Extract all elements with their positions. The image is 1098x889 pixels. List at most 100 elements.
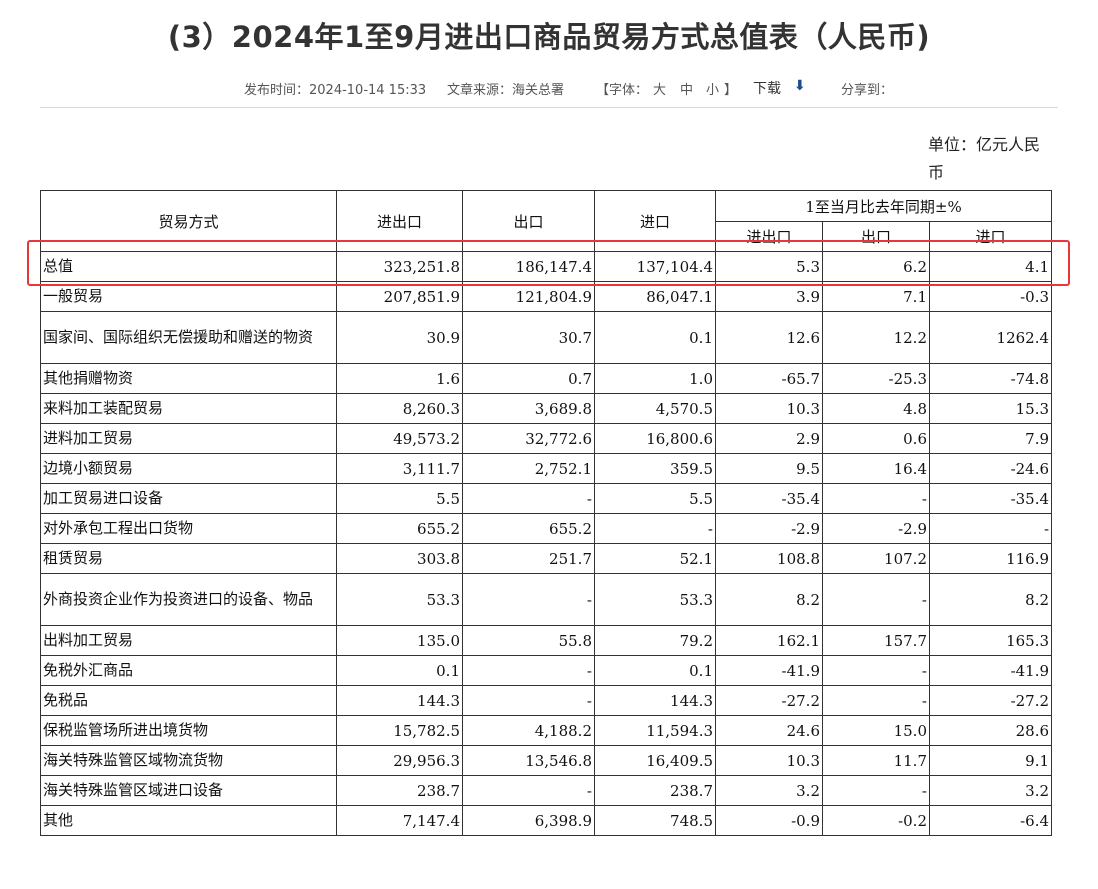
trade-mode-cell: 对外承包工程出口货物	[40, 513, 337, 544]
total-cell: 53.3	[336, 573, 463, 626]
table-row: 进料加工贸易 49,573.2 32,772.6 16,800.6 2.9 0.6 7.9	[40, 423, 1053, 454]
export-cell: 13,546.8	[462, 745, 595, 776]
yoy-total-cell: 9.5	[715, 453, 823, 484]
yoy-export-cell: 157.7	[822, 625, 930, 656]
trade-mode-cell: 来料加工装配贸易	[40, 393, 337, 424]
table-row: 保税监管场所进出境货物 15,782.5 4,188.2 11,594.3 24.6 15…	[40, 715, 1053, 746]
total-cell: 7,147.4	[336, 805, 463, 836]
yoy-import-cell: -6.4	[928, 805, 1053, 836]
yoy-total-cell: 3.9	[715, 281, 823, 312]
trade-mode-cell: 外商投资企业作为投资进口的设备、物品	[40, 573, 337, 626]
article-meta: 发布时间：2024-10-14 15:33 文章来源：海关总署 【字体： 大 中…	[0, 78, 1098, 99]
yoy-total-cell: 2.9	[715, 423, 823, 454]
yoy-total-cell: 24.6	[715, 715, 823, 746]
export-cell: 55.8	[462, 625, 595, 656]
import-cell: 11,594.3	[594, 715, 716, 746]
font-size-medium-link[interactable]: 中	[680, 83, 694, 98]
total-cell: 655.2	[336, 513, 463, 544]
publish-time: 发布时间：2024-10-14 15:33	[244, 83, 427, 98]
table-row: 外商投资企业作为投资进口的设备、物品 53.3-53.3 8.2-8.2	[40, 573, 1053, 626]
yoy-export-cell: 6.2	[822, 251, 930, 282]
table-row: 总值 323,251.8 186,147.4 137,104.4 5.3 6.2 4.1	[40, 251, 1053, 282]
yoy-total-cell: -27.2	[715, 685, 823, 716]
total-cell: 135.0	[336, 625, 463, 656]
export-cell: 4,188.2	[462, 715, 595, 746]
export-cell: 32,772.6	[462, 423, 595, 454]
yoy-import-cell: 1262.4	[928, 311, 1053, 364]
yoy-export-cell: 15.0	[822, 715, 930, 746]
header-export: 出口	[462, 190, 595, 252]
yoy-total-cell: 8.2	[715, 573, 823, 626]
import-cell: 0.1	[594, 655, 716, 686]
yoy-total-cell: -2.9	[715, 513, 823, 544]
trade-mode-cell: 租赁贸易	[40, 543, 337, 574]
total-cell: 207,851.9	[336, 281, 463, 312]
page-title: (3）2024年1至9月进出口商品贸易方式总值表（人民币)	[167, 20, 931, 54]
yoy-export-cell: -	[822, 573, 930, 626]
yoy-total-cell: -0.9	[715, 805, 823, 836]
import-cell: 1.0	[594, 363, 716, 394]
yoy-import-cell: 116.9	[928, 543, 1053, 574]
yoy-export-cell: -25.3	[822, 363, 930, 394]
trade-mode-cell: 免税品	[40, 685, 337, 716]
yoy-export-cell: -	[822, 685, 930, 716]
trade-mode-cell: 边境小额贸易	[40, 453, 337, 484]
yoy-import-cell: 165.3	[928, 625, 1053, 656]
yoy-total-cell: 108.8	[715, 543, 823, 574]
import-cell: 144.3	[594, 685, 716, 716]
table-row: 租赁贸易 303.8 251.7 52.1 108.8 107.2 116.9	[40, 543, 1053, 574]
yoy-total-cell: 162.1	[715, 625, 823, 656]
yoy-import-cell: 28.6	[928, 715, 1053, 746]
table-row: 边境小额贸易 3,111.7 2,752.1 359.5 9.5 16.4 -24.6	[40, 453, 1053, 484]
total-cell: 8,260.3	[336, 393, 463, 424]
export-cell: -	[462, 655, 595, 686]
yoy-export-cell: 7.1	[822, 281, 930, 312]
table-row: 国家间、国际组织无偿援助和赠送的物资 30.9 30.7 0.1 12.6 12.2 126…	[40, 311, 1053, 364]
export-cell: -	[462, 483, 595, 514]
import-cell: 53.3	[594, 573, 716, 626]
font-size-small-link[interactable]: 小	[706, 83, 720, 98]
import-cell: 238.7	[594, 775, 716, 806]
font-size-large-link[interactable]: 大	[653, 83, 667, 98]
table-row: 海关特殊监管区域物流货物 29,956.3 13,546.8 16,409.5 10.3…	[40, 745, 1053, 776]
yoy-import-cell: 3.2	[928, 775, 1053, 806]
yoy-export-cell: 16.4	[822, 453, 930, 484]
total-cell: 238.7	[336, 775, 463, 806]
yoy-import-cell: 7.9	[928, 423, 1053, 454]
export-cell: 121,804.9	[462, 281, 595, 312]
import-cell: 16,409.5	[594, 745, 716, 776]
trade-mode-cell: 进料加工贸易	[40, 423, 337, 454]
total-cell: 30.9	[336, 311, 463, 364]
export-cell: 3,689.8	[462, 393, 595, 424]
import-cell: 359.5	[594, 453, 716, 484]
export-cell: 251.7	[462, 543, 595, 574]
trade-mode-cell: 免税外汇商品	[40, 655, 337, 686]
download-link[interactable]: 下载	[753, 81, 781, 97]
trade-mode-cell: 海关特殊监管区域物流货物	[40, 745, 337, 776]
header-yoy-export: 出口	[822, 221, 930, 252]
export-cell: 6,398.9	[462, 805, 595, 836]
import-cell: 86,047.1	[594, 281, 716, 312]
total-cell: 303.8	[336, 543, 463, 574]
total-cell: 15,782.5	[336, 715, 463, 746]
export-cell: 2,752.1	[462, 453, 595, 484]
header-divider	[40, 107, 1058, 108]
yoy-import-cell: 4.1	[928, 251, 1053, 282]
yoy-export-cell: 12.2	[822, 311, 930, 364]
trade-mode-cell: 出料加工贸易	[40, 625, 337, 656]
import-cell: -	[594, 513, 716, 544]
import-cell: 16,800.6	[594, 423, 716, 454]
yoy-import-cell: 15.3	[928, 393, 1053, 424]
yoy-export-cell: -0.2	[822, 805, 930, 836]
trade-mode-cell: 海关特殊监管区域进口设备	[40, 775, 337, 806]
export-cell: -	[462, 775, 595, 806]
yoy-export-cell: -	[822, 775, 930, 806]
font-size-close: 】	[724, 83, 738, 98]
import-cell: 137,104.4	[594, 251, 716, 282]
import-cell: 748.5	[594, 805, 716, 836]
yoy-export-cell: -	[822, 655, 930, 686]
total-cell: 1.6	[336, 363, 463, 394]
table-row: 免税品 144.3-144.3 -27.2- -27.2	[40, 685, 1053, 716]
download-icon[interactable]: ⬇	[794, 78, 806, 94]
total-cell: 29,956.3	[336, 745, 463, 776]
